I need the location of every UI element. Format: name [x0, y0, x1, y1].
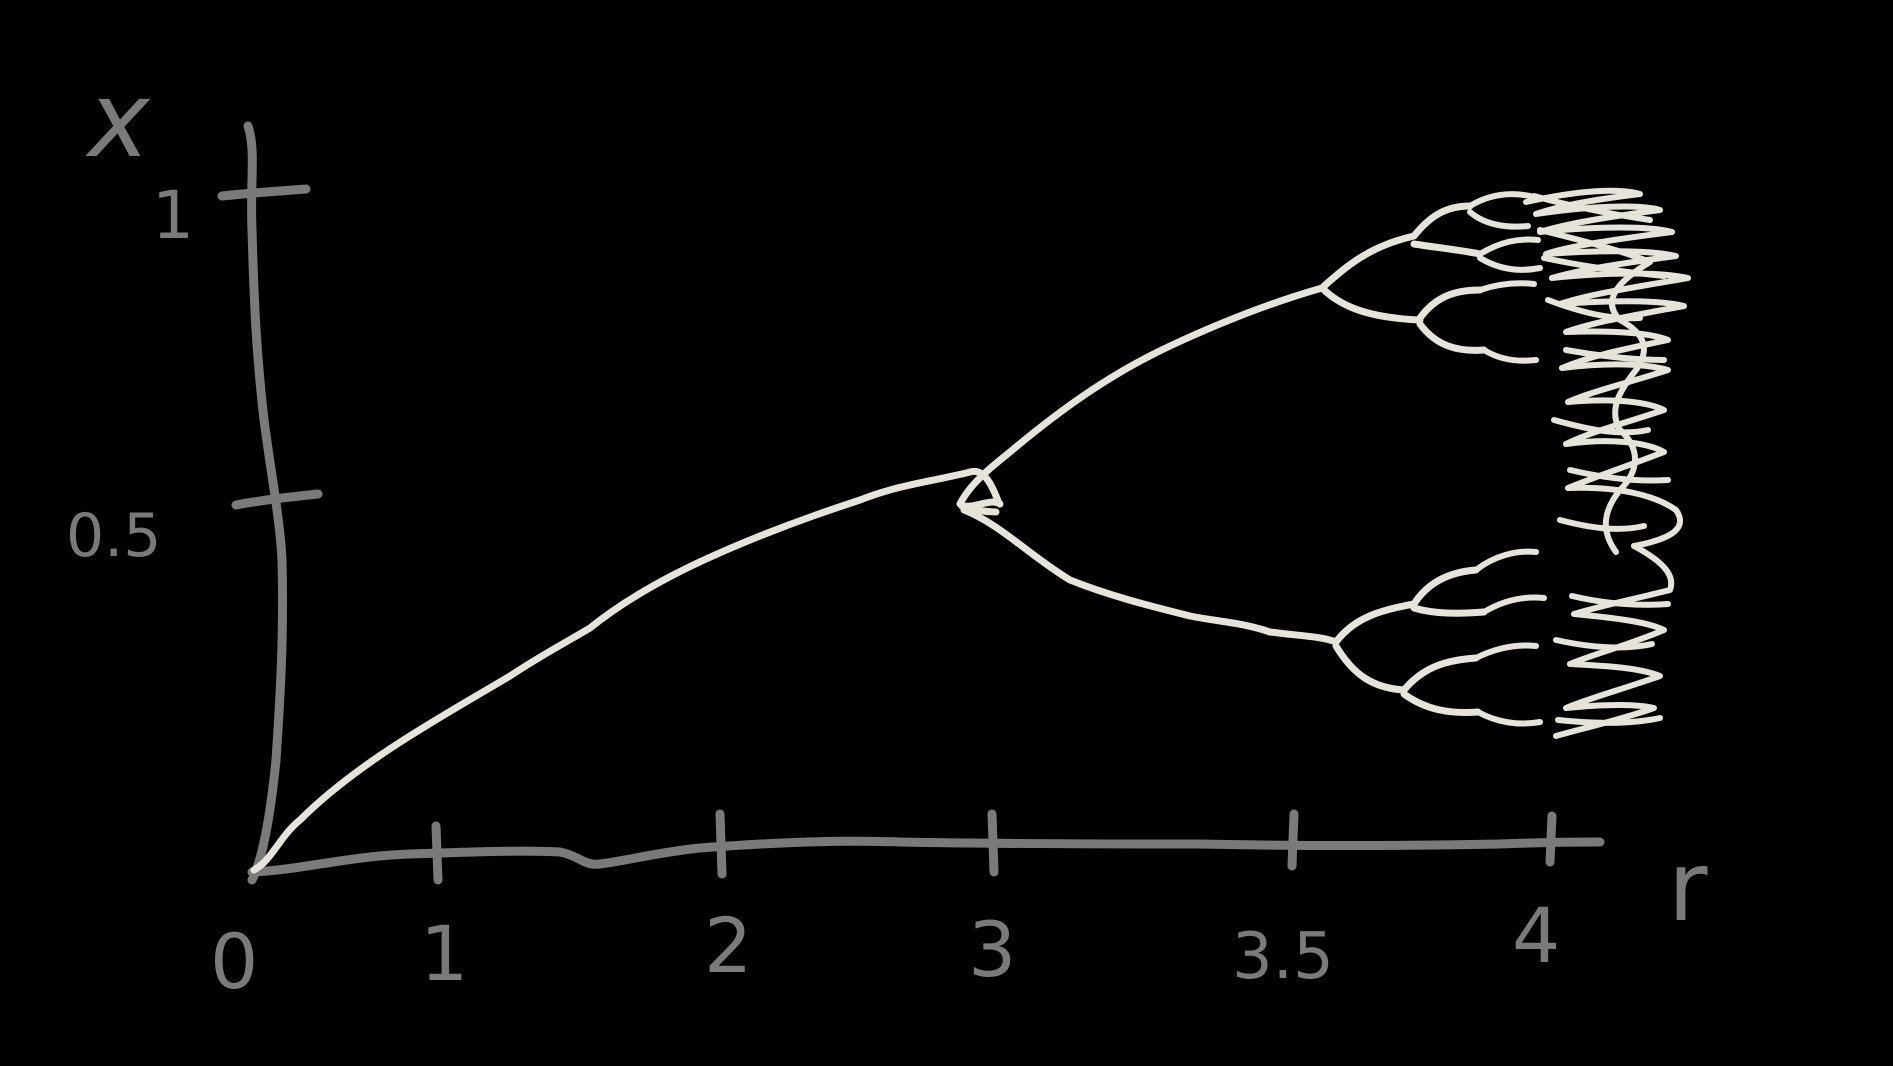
- y-tick-label-0.5: 0.5: [66, 501, 161, 571]
- upper-period-4-split-b: [1318, 284, 1424, 324]
- x-tick-label-3: 3: [968, 905, 1016, 994]
- x-tick-4: [1545, 811, 1557, 867]
- y-axis-label: x: [85, 59, 151, 181]
- x-axis-label: r: [1668, 831, 1708, 943]
- x-tick-3: [987, 809, 999, 877]
- x-tick-3.5: [1287, 809, 1299, 871]
- lower-period-2-branch: [960, 506, 1340, 646]
- x-tick-2: [715, 809, 727, 879]
- x-tick-label-1: 1: [420, 909, 468, 998]
- x-tick-1: [431, 821, 443, 885]
- lower-period-4-split-b: [1332, 642, 1408, 694]
- chaotic-region-scribble: [1523, 187, 1691, 739]
- x-tick-label-2: 2: [704, 901, 752, 990]
- x-tick-label-0: 0: [210, 917, 258, 1006]
- upper-period-2-branch: [956, 284, 1326, 508]
- fixed-point-branch: [250, 468, 1004, 874]
- y-tick-label-1: 1: [152, 177, 194, 254]
- upper-period-4-split-a: [1318, 232, 1418, 292]
- y-axis-line: [243, 121, 288, 885]
- lower-period-4-split-a: [1332, 600, 1418, 646]
- x-tick-label-4: 4: [1512, 891, 1560, 980]
- y-tick-1: [217, 184, 311, 201]
- x-axis-line: [247, 836, 1605, 877]
- period-8-curls: [1400, 202, 1488, 716]
- period-16-curls: [1467, 191, 1547, 727]
- x-tick-label-3.5: 3.5: [1232, 920, 1334, 994]
- y-tick-0.5: [231, 489, 323, 510]
